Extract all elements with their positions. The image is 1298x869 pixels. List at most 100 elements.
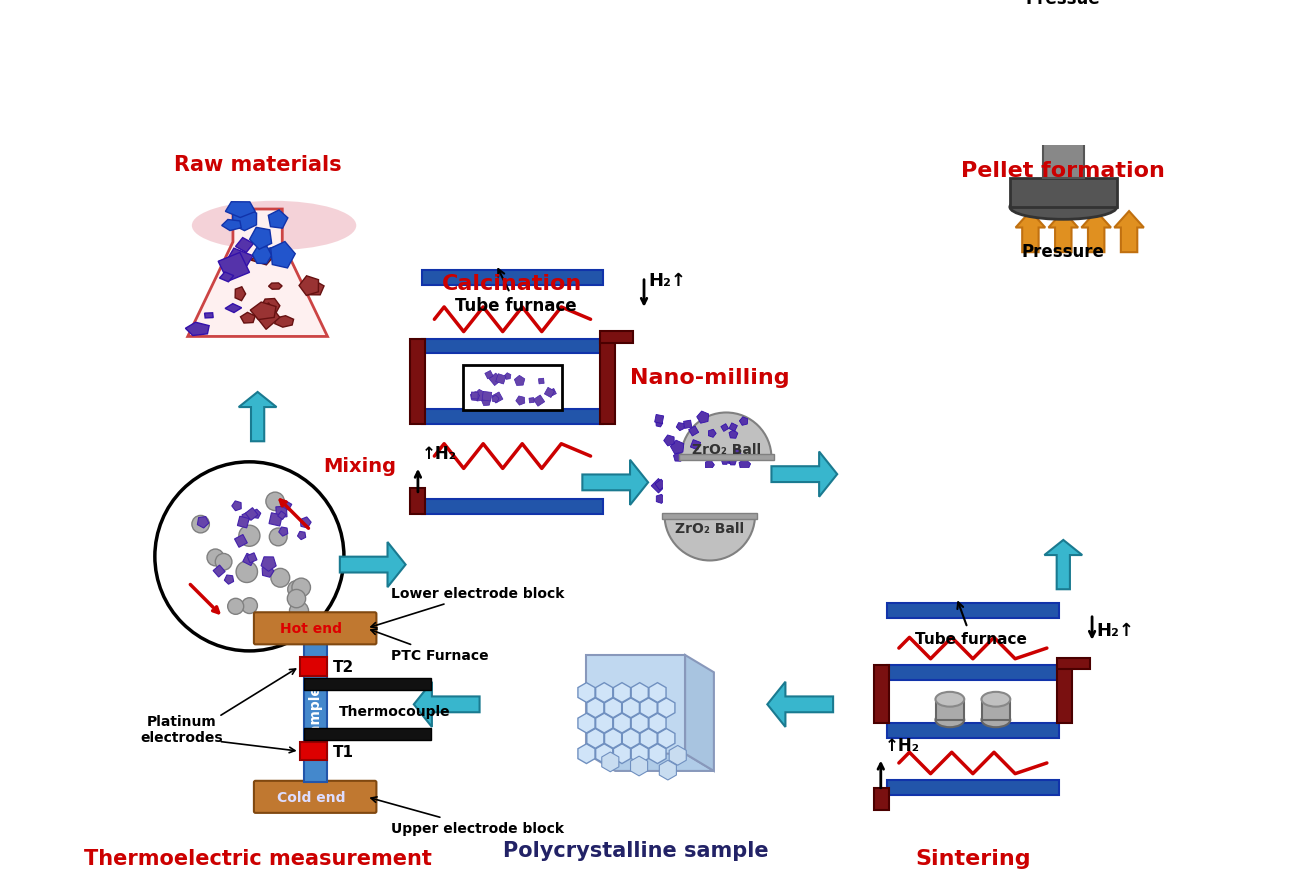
Polygon shape	[657, 494, 665, 504]
Text: ZrO₂ Ball: ZrO₂ Ball	[692, 443, 761, 457]
Polygon shape	[1081, 3, 1111, 43]
Polygon shape	[297, 532, 306, 540]
Polygon shape	[649, 683, 666, 702]
Bar	[1042, 138, 1084, 179]
Bar	[304, 728, 431, 740]
Circle shape	[215, 554, 232, 570]
Polygon shape	[235, 238, 253, 253]
Polygon shape	[614, 683, 631, 702]
Polygon shape	[578, 744, 594, 764]
Bar	[936, 700, 964, 720]
Polygon shape	[188, 209, 327, 337]
Text: Platinum
electrodes: Platinum electrodes	[140, 714, 223, 744]
Polygon shape	[252, 252, 274, 266]
Bar	[663, 469, 757, 515]
Polygon shape	[622, 698, 640, 718]
Polygon shape	[300, 517, 312, 528]
Polygon shape	[213, 566, 225, 577]
Bar	[422, 271, 602, 286]
Polygon shape	[471, 393, 478, 400]
Text: ↑H₂: ↑H₂	[422, 444, 457, 462]
Polygon shape	[549, 389, 557, 397]
Polygon shape	[720, 496, 732, 508]
Polygon shape	[271, 242, 295, 269]
Polygon shape	[241, 513, 251, 521]
Polygon shape	[578, 713, 594, 733]
Polygon shape	[697, 412, 709, 424]
Bar	[875, 666, 889, 724]
FancyBboxPatch shape	[254, 781, 376, 813]
Polygon shape	[732, 481, 740, 489]
Polygon shape	[685, 655, 714, 771]
Bar	[304, 679, 431, 690]
Polygon shape	[729, 459, 736, 466]
Text: Lower electrode block: Lower electrode block	[371, 587, 565, 628]
Polygon shape	[539, 379, 544, 384]
Polygon shape	[728, 458, 735, 465]
Polygon shape	[304, 281, 324, 295]
Text: Sample: Sample	[308, 684, 322, 741]
Polygon shape	[693, 483, 700, 490]
Polygon shape	[251, 302, 276, 321]
Circle shape	[665, 470, 755, 561]
Polygon shape	[482, 397, 491, 406]
Bar	[875, 788, 889, 810]
Polygon shape	[262, 566, 274, 578]
Polygon shape	[269, 210, 288, 229]
Polygon shape	[340, 542, 405, 587]
Polygon shape	[219, 273, 234, 282]
Polygon shape	[706, 461, 714, 470]
Polygon shape	[533, 395, 545, 407]
Text: PTC Furnace: PTC Furnace	[371, 629, 489, 662]
Polygon shape	[283, 501, 292, 510]
Polygon shape	[742, 487, 749, 493]
Circle shape	[236, 561, 257, 583]
Bar	[304, 643, 327, 783]
Polygon shape	[278, 512, 286, 520]
Polygon shape	[740, 417, 748, 426]
Bar	[1042, 72, 1084, 113]
Circle shape	[288, 580, 305, 599]
Text: Upper electrode block: Upper electrode block	[371, 797, 565, 835]
Circle shape	[269, 528, 287, 546]
Polygon shape	[261, 299, 280, 315]
Polygon shape	[676, 423, 684, 431]
Polygon shape	[225, 249, 253, 272]
Text: Hot end: Hot end	[280, 621, 343, 635]
Circle shape	[154, 462, 344, 651]
Polygon shape	[631, 756, 648, 776]
Bar	[1057, 666, 1072, 724]
Circle shape	[681, 413, 771, 503]
Polygon shape	[676, 472, 689, 484]
Polygon shape	[1114, 212, 1144, 253]
Polygon shape	[197, 517, 209, 528]
Polygon shape	[232, 501, 241, 511]
Polygon shape	[596, 744, 613, 764]
Polygon shape	[276, 507, 287, 518]
Circle shape	[292, 579, 310, 597]
Polygon shape	[186, 323, 209, 336]
Text: ZrO₂ Ball: ZrO₂ Ball	[675, 521, 744, 535]
Polygon shape	[605, 698, 622, 718]
Polygon shape	[474, 390, 485, 401]
Bar	[887, 666, 1059, 680]
Text: Tube furnace: Tube furnace	[915, 602, 1027, 646]
Bar	[679, 458, 774, 505]
Polygon shape	[492, 393, 502, 403]
Text: Pellet formation: Pellet formation	[962, 161, 1166, 181]
Polygon shape	[238, 516, 249, 528]
Polygon shape	[240, 313, 256, 323]
Polygon shape	[737, 493, 744, 500]
Polygon shape	[672, 491, 683, 501]
Text: Thermocouple: Thermocouple	[339, 704, 450, 718]
Text: Mixing: Mixing	[323, 457, 396, 476]
Text: Pressue: Pressue	[1025, 0, 1101, 8]
Polygon shape	[235, 288, 245, 302]
Polygon shape	[269, 283, 282, 290]
Polygon shape	[631, 744, 648, 764]
Polygon shape	[640, 729, 657, 748]
Polygon shape	[1114, 3, 1144, 43]
Polygon shape	[1015, 212, 1045, 253]
Circle shape	[289, 602, 309, 620]
Bar	[601, 339, 615, 425]
